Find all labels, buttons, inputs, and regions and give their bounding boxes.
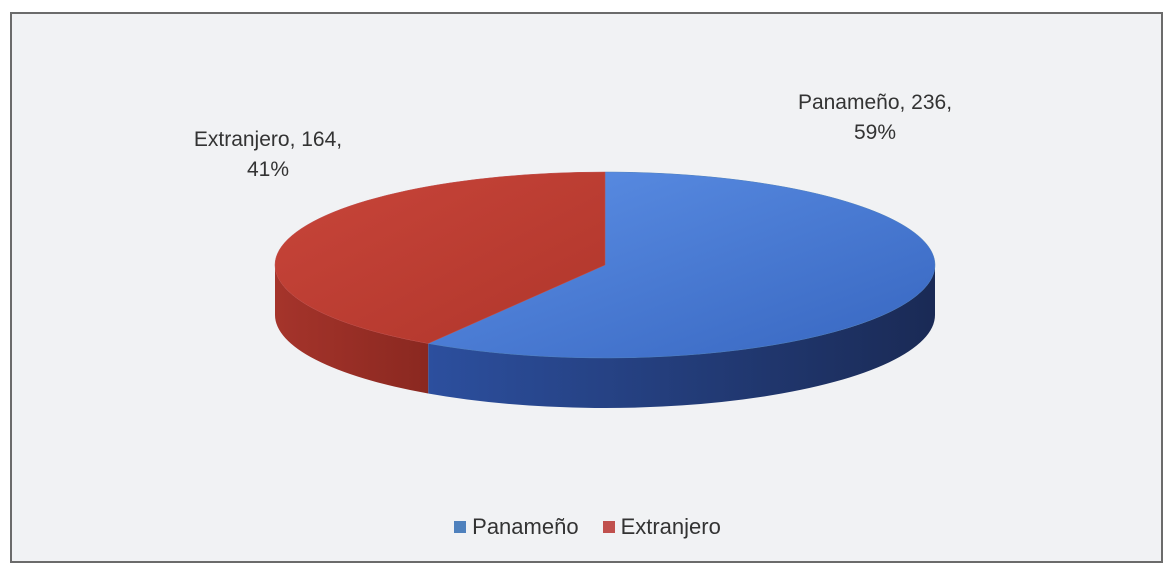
legend-marker: [454, 521, 467, 533]
legend-label: Panameño: [472, 514, 579, 539]
data-label: Extranjero, 164, 41%: [193, 128, 343, 181]
slice: [427, 171, 936, 359]
slice-side: [275, 265, 429, 394]
legend: Panameño Extranjero: [0, 514, 1175, 540]
legend-item: Extranjero: [602, 514, 721, 540]
data-label: Panameño, 236, 59%: [797, 91, 953, 144]
slice-side: [428, 265, 935, 408]
legend-marker: [602, 521, 615, 533]
legend-label: Extranjero: [620, 514, 721, 539]
legend-item: Panameño: [454, 514, 579, 540]
slice: [274, 171, 606, 344]
